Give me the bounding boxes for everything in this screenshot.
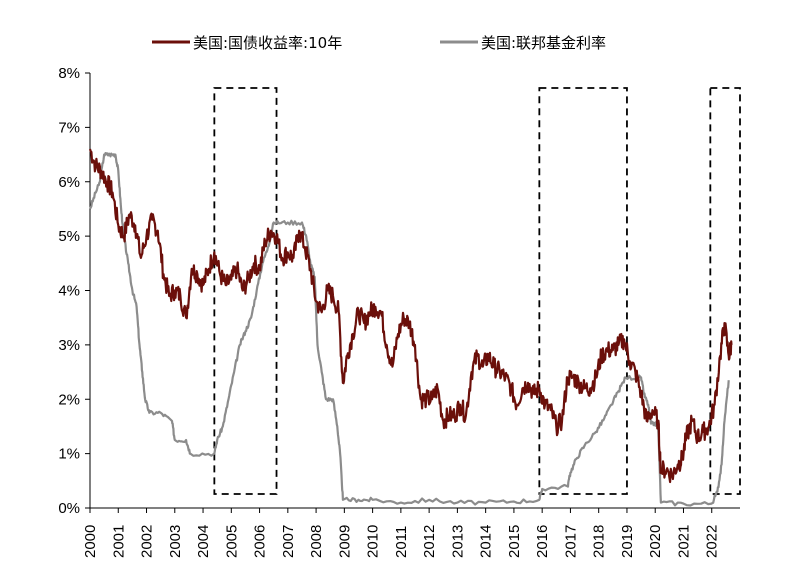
x-tick-label: 2019 [619, 525, 636, 558]
x-tick-label: 2015 [506, 525, 523, 558]
x-tick-label: 2004 [195, 525, 212, 558]
y-tick-label: 7% [58, 119, 80, 136]
x-tick-label: 2013 [449, 525, 466, 558]
y-tick-label: 5% [58, 228, 80, 245]
highlight-box [709, 87, 741, 495]
x-tick-label: 2003 [167, 525, 184, 558]
x-tick-label: 2000 [82, 525, 99, 558]
series-line-treasury-10y [88, 148, 733, 484]
x-tick-label: 2020 [647, 525, 664, 558]
legend-label-fed-funds: 美国:联邦基金利率 [481, 34, 606, 52]
x-tick-label: 2021 [675, 525, 692, 558]
y-tick-label: 6% [58, 174, 80, 191]
x-tick-label: 2014 [478, 525, 495, 558]
x-tick-label: 2010 [365, 525, 382, 558]
highlight-boxes [213, 87, 741, 495]
x-tick-label: 2022 [704, 525, 721, 558]
y-axis-ticks: 0% 1% 2% 3% 4% 5% 6% 7% 8% [58, 65, 90, 517]
x-tick-label: 2012 [421, 525, 438, 558]
highlight-box [213, 87, 278, 495]
y-tick-label: 4% [58, 283, 80, 300]
x-tick-label: 2006 [252, 525, 269, 558]
legend-label-treasury-10y: 美国:国债收益率:10年 [193, 34, 342, 52]
y-tick-label: 8% [58, 65, 80, 82]
x-tick-label: 2018 [591, 525, 608, 558]
x-tick-label: 2011 [393, 526, 410, 558]
y-tick-label: 1% [58, 446, 80, 463]
highlight-box [538, 87, 628, 495]
x-tick-label: 2007 [280, 525, 297, 558]
x-axis-ticks: 2000 2001 2002 2003 2004 2005 2006 2007 2008 2009… [82, 508, 721, 558]
x-tick-label: 2016 [534, 525, 551, 558]
x-tick-label: 2001 [110, 525, 127, 558]
y-tick-label: 0% [58, 500, 80, 517]
y-tick-label: 3% [58, 337, 80, 354]
legend: 美国:国债收益率:10年 美国:联邦基金利率 [152, 34, 606, 52]
series-line-fed-funds [89, 152, 730, 507]
x-tick-label: 2008 [308, 525, 325, 558]
x-tick-label: 2005 [223, 525, 240, 558]
x-tick-label: 2002 [139, 525, 156, 558]
x-tick-label: 2017 [562, 525, 579, 558]
x-tick-label: 2009 [336, 525, 353, 558]
y-tick-label: 2% [58, 391, 80, 408]
